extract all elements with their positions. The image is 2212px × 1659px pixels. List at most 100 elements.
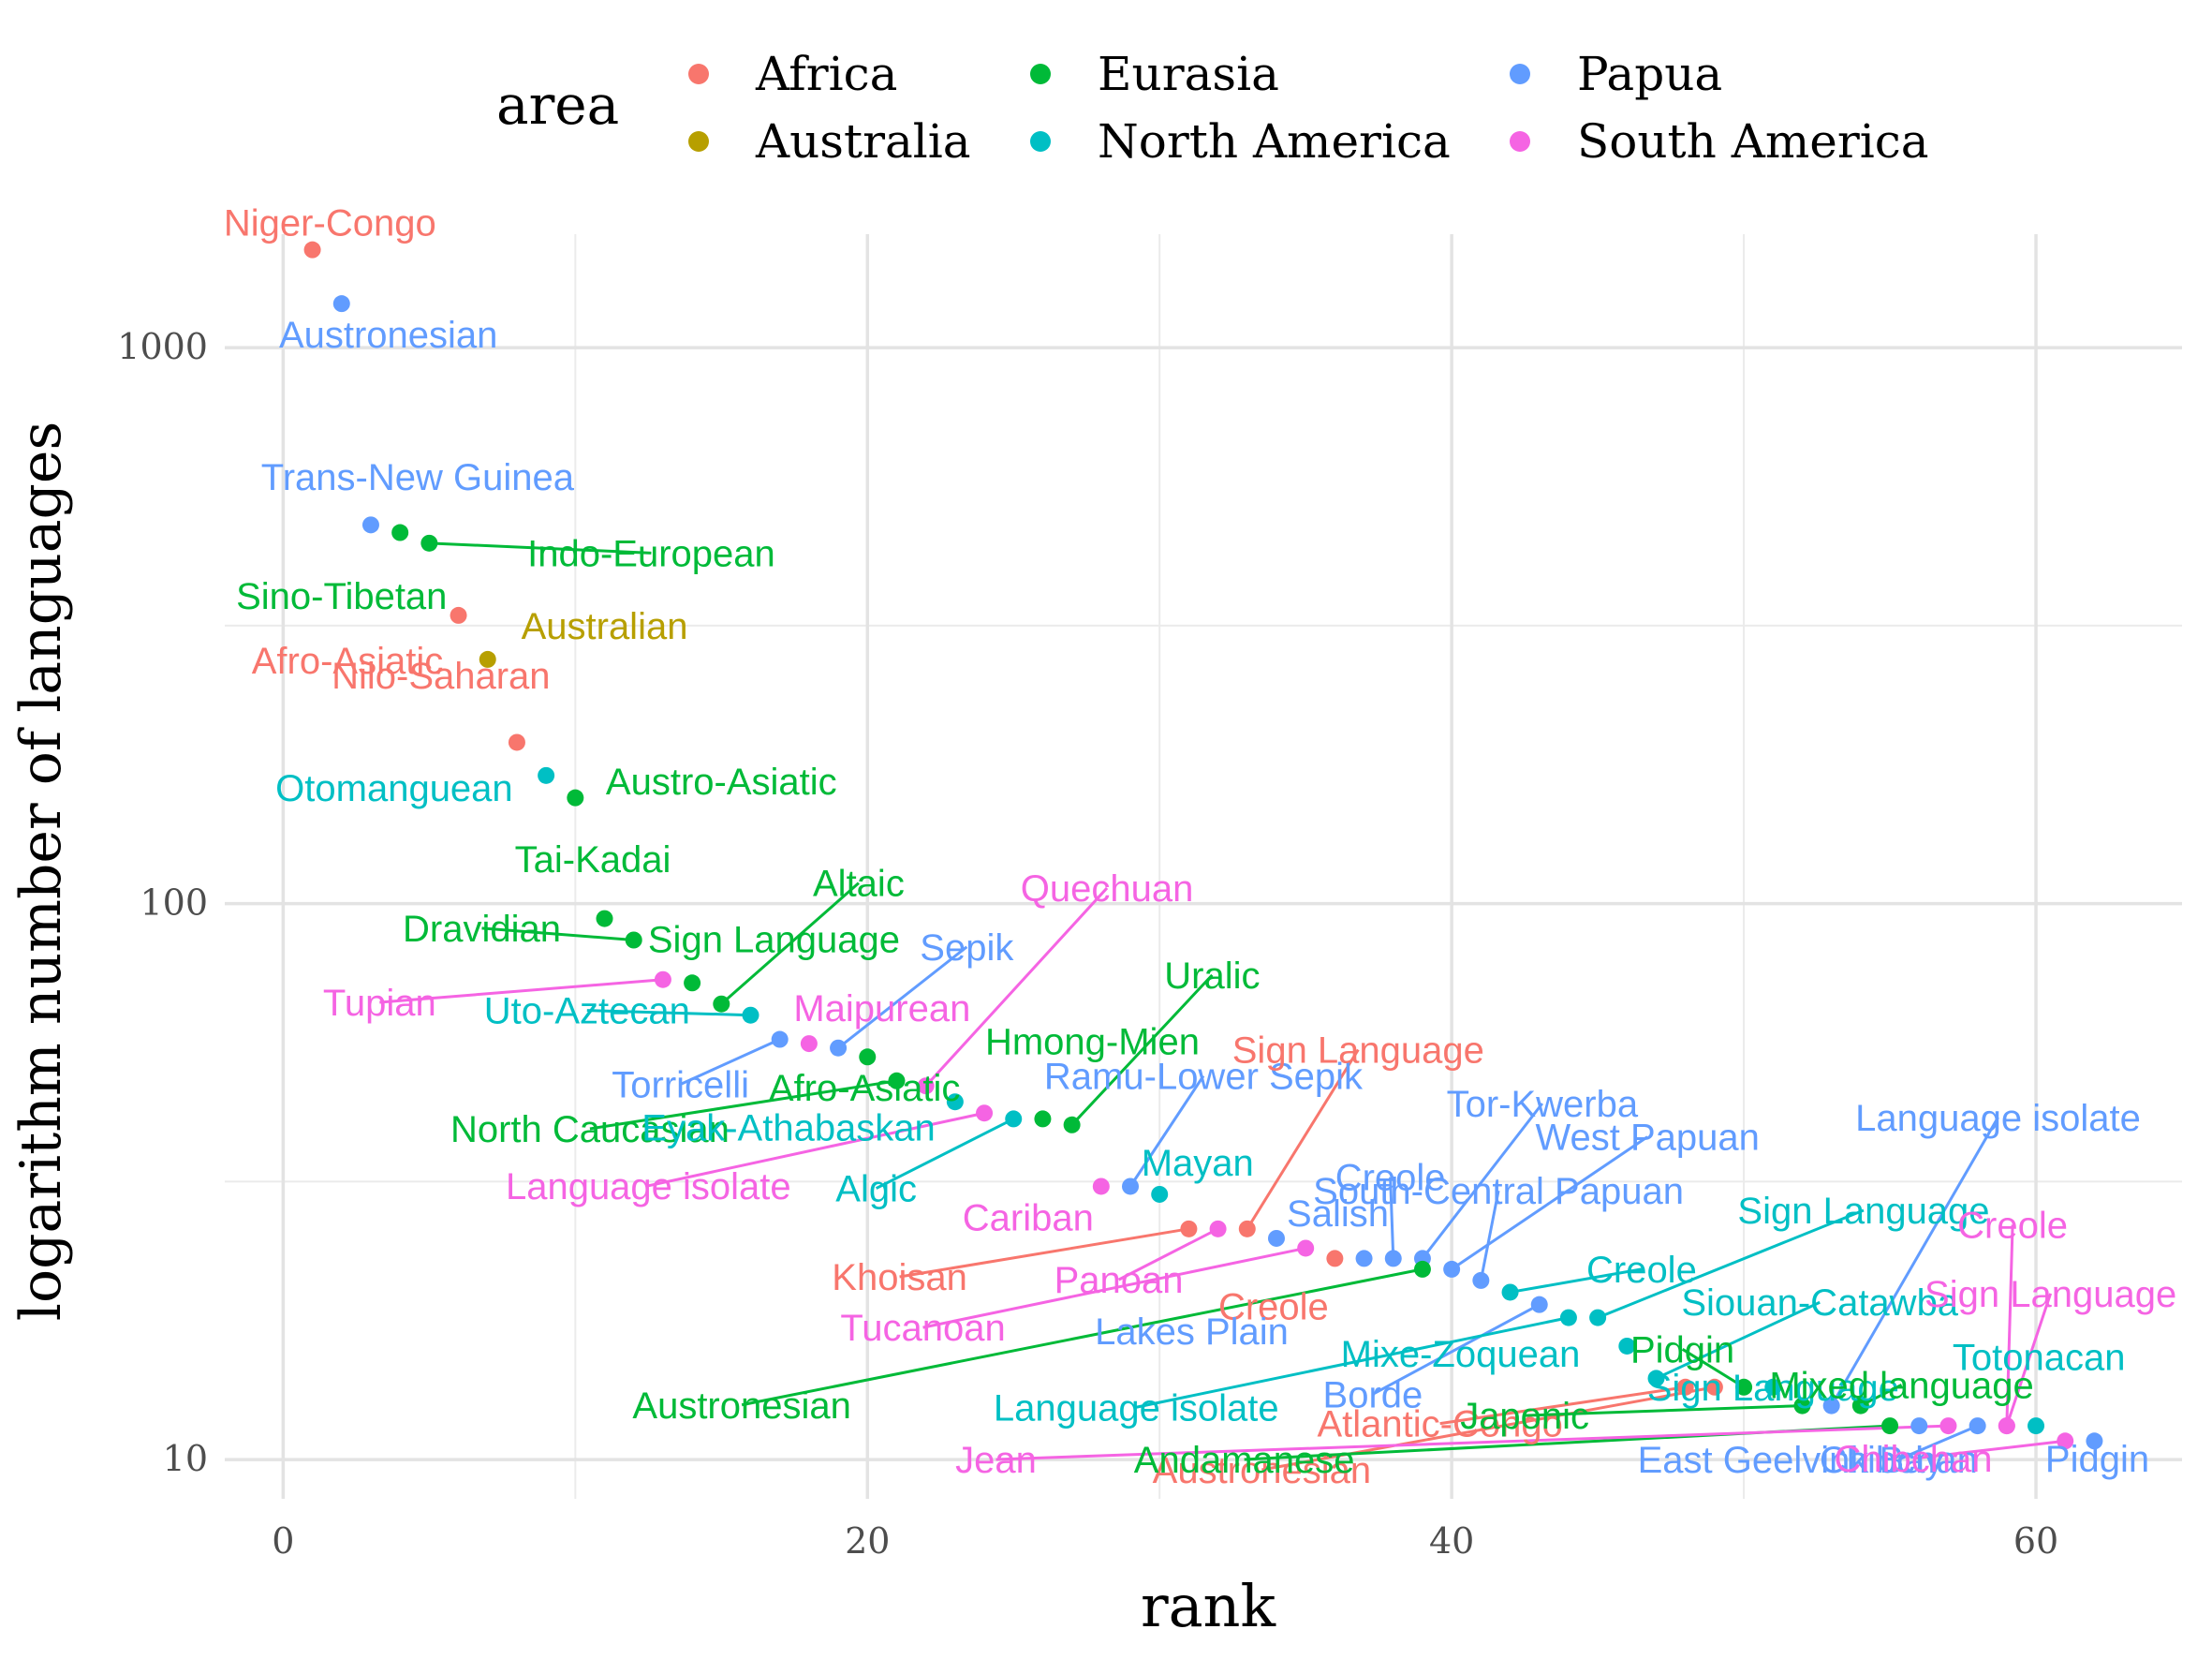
label-connector: [995, 1424, 1949, 1461]
legend-label: Eurasia: [1098, 47, 1279, 101]
data-label: North Caucasian: [450, 1109, 730, 1150]
legend-key: [1510, 131, 1530, 152]
label-connector: [1389, 1177, 1395, 1259]
data-point: [1034, 1110, 1052, 1128]
data-label: Tai-Kadai: [515, 839, 671, 881]
label-connector: [720, 881, 860, 1005]
data-point: [450, 606, 467, 624]
label-connector: [1128, 1074, 1205, 1188]
data-point: [1267, 1229, 1285, 1247]
legend-label: North America: [1098, 114, 1451, 169]
data-points: [303, 241, 2103, 1450]
data-label: Salish: [1287, 1193, 1389, 1235]
data-label: Austronesian: [1153, 1450, 1371, 1491]
label-connector: [429, 541, 652, 555]
data-label: Dravidian: [403, 909, 561, 950]
data-point: [332, 295, 350, 313]
data-label: Austro-Asiatic: [606, 762, 837, 803]
legend-label: Australia: [756, 114, 971, 169]
label-connector: [2005, 1224, 2014, 1427]
data-point: [1005, 1110, 1023, 1128]
data-label: Pidgin: [1630, 1329, 1734, 1370]
data-point: [1122, 1178, 1140, 1195]
data-label: Nilo-Saharan: [332, 656, 550, 697]
legend-key: [688, 131, 709, 152]
data-point: [1998, 1417, 2015, 1435]
data-label: Sign Language: [1647, 1368, 1899, 1409]
label-connector: [1597, 1208, 1865, 1320]
label-connector: [1479, 1190, 1500, 1281]
data-label: Creole: [1957, 1205, 2068, 1246]
data-point: [1793, 1397, 1811, 1415]
label-connector: [1372, 1303, 1541, 1396]
data-label: Torricelli: [612, 1065, 749, 1106]
data-point: [479, 650, 496, 668]
data-point: [1443, 1260, 1461, 1278]
label-connector: [1655, 1300, 1821, 1380]
data-label: Austronesian: [279, 315, 497, 356]
data-label: Afro-Asiatic: [252, 641, 444, 682]
data-label: Afro-Asiatic: [769, 1068, 961, 1109]
data-label: Khoisan: [832, 1257, 967, 1298]
data-label: Hmong-Mien: [985, 1021, 1200, 1062]
x-tick-label: 40: [1429, 1520, 1474, 1562]
data-label: Lakes Plain: [1095, 1311, 1289, 1353]
data-label: Borde: [1323, 1374, 1423, 1415]
label-connector: [1261, 1385, 1716, 1472]
data-label: Maipurean: [793, 988, 970, 1029]
data-point: [946, 1093, 964, 1111]
data-point: [684, 974, 701, 992]
data-label: Sign Language: [1232, 1030, 1484, 1072]
data-label: Creole: [1335, 1158, 1446, 1199]
label-connector: [1830, 1117, 1999, 1407]
data-label: Otomanguean: [275, 768, 513, 809]
data-label: Atlantic-Congo: [1317, 1404, 1562, 1445]
data-point: [1092, 1178, 1110, 1195]
data-label: Siouan-Catawba: [1681, 1282, 1958, 1324]
data-point: [1676, 1378, 1694, 1396]
data-point: [1647, 1370, 1665, 1387]
data-point: [538, 766, 555, 784]
data-point: [800, 1035, 818, 1053]
data-point: [1969, 1417, 1986, 1435]
data-label: Japonic: [1460, 1396, 1589, 1437]
y-tick-label: 100: [140, 882, 208, 924]
label-connector: [1117, 1227, 1219, 1281]
label-connector: [1525, 1404, 1803, 1417]
data-label: Creole: [1586, 1250, 1697, 1291]
data-label: Indo-European: [527, 533, 775, 574]
legend-title: area: [496, 73, 620, 137]
x-tick-label: 0: [272, 1520, 294, 1562]
label-connector: [1070, 973, 1214, 1126]
legend-label: Africa: [756, 47, 898, 101]
data-point: [713, 995, 730, 1013]
data-point: [1530, 1296, 1548, 1313]
legend-key: [1030, 64, 1051, 84]
axis-ticks: 10 100 1000 0 20 40 60: [117, 326, 2058, 1562]
legend-label: South America: [1577, 114, 1929, 169]
data-label: Sino-Tibetan: [236, 576, 447, 617]
data-label: Mixed language: [1769, 1365, 2033, 1406]
data-label: Quechuan: [1021, 868, 1194, 910]
data-point: [654, 970, 671, 988]
data-label: Uralic: [1164, 955, 1260, 997]
legend-key: [1030, 131, 1051, 152]
data-label: Niger-Congo: [224, 202, 436, 244]
label-connector: [1510, 1267, 1643, 1294]
data-label: Trans-New Guinea: [261, 457, 575, 498]
data-point: [771, 1030, 789, 1048]
data-point: [1326, 1250, 1344, 1267]
data-label: Chibchan: [1820, 1440, 1978, 1481]
legend-key: [688, 64, 709, 84]
data-point: [625, 931, 642, 949]
data-label: Andamanese: [1134, 1440, 1355, 1481]
data-point: [917, 1077, 935, 1095]
label-connector: [837, 945, 968, 1049]
data-point: [2028, 1417, 2045, 1435]
data-point: [1735, 1378, 1753, 1396]
data-point: [1939, 1417, 1957, 1435]
data-point: [1881, 1417, 1899, 1435]
data-point: [830, 1039, 848, 1057]
label-connector: [647, 1111, 985, 1188]
data-point: [1063, 1116, 1081, 1133]
